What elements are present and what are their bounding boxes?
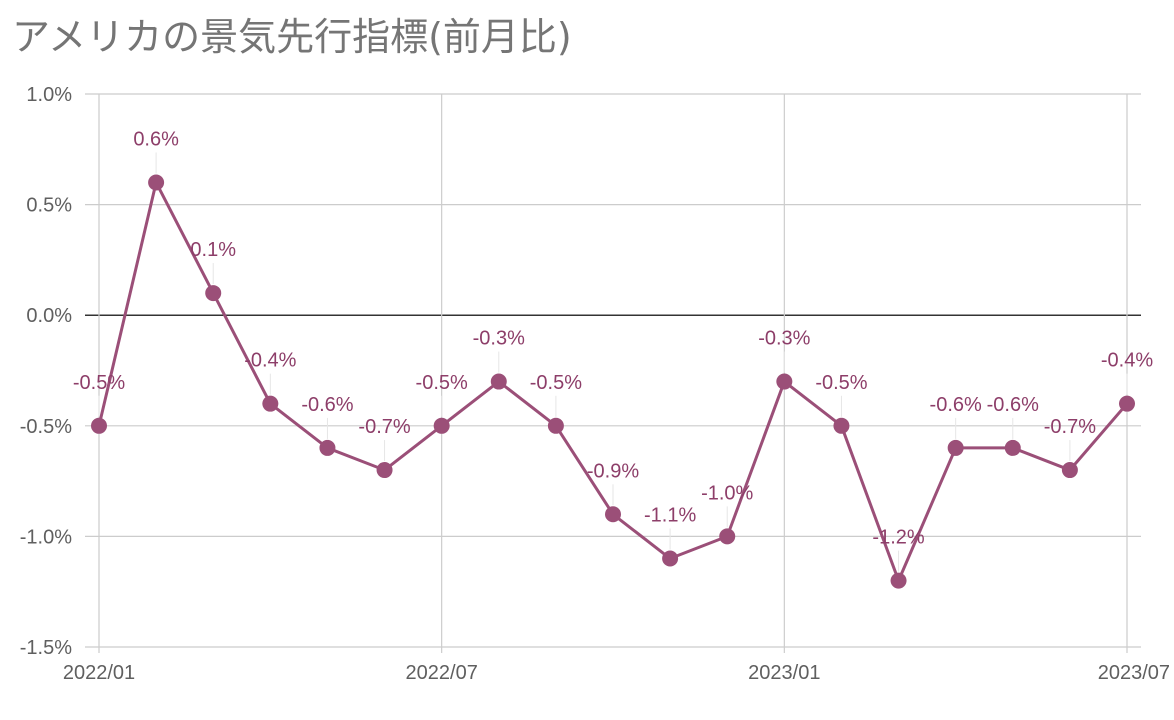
chart-title: アメリカの景気先行指標(前月比) [12, 15, 572, 59]
data-point [376, 462, 393, 479]
y-tick-label: -0.5% [20, 416, 72, 438]
data-point [1061, 462, 1078, 479]
data-label: -0.5% [815, 372, 867, 394]
x-tick-label: 2023/07 [1098, 662, 1170, 684]
data-point [890, 572, 907, 589]
data-point [1119, 395, 1135, 412]
data-point [719, 528, 736, 545]
y-tick-label: 0.0% [26, 305, 72, 327]
data-point [1004, 439, 1021, 456]
data-point [319, 439, 336, 456]
data-point [205, 285, 222, 302]
data-label: -0.6% [987, 394, 1039, 416]
data-point [833, 417, 850, 434]
data-point [148, 174, 165, 191]
data-label: -0.5% [530, 372, 582, 394]
data-label: 0.6% [133, 128, 179, 150]
data-label: -0.6% [301, 394, 353, 416]
data-label: -0.5% [73, 372, 125, 394]
data-point [91, 417, 107, 434]
data-point [662, 550, 679, 567]
data-point [947, 439, 964, 456]
data-point [262, 395, 279, 412]
y-tick-label: -1.0% [20, 526, 72, 548]
data-point [490, 373, 507, 390]
data-label: 0.1% [190, 239, 236, 261]
data-label: -0.7% [1044, 416, 1096, 438]
data-point [547, 417, 564, 434]
data-point [433, 417, 450, 434]
data-label: -0.4% [244, 350, 296, 372]
data-label: -0.3% [473, 328, 525, 350]
data-point [605, 506, 621, 523]
data-point [776, 373, 793, 390]
data-label: -0.5% [416, 372, 468, 394]
data-label: -1.1% [644, 505, 696, 527]
y-tick-label: 0.5% [26, 195, 72, 217]
y-tick-label: 1.0% [26, 84, 72, 106]
data-label: -0.7% [358, 416, 410, 438]
data-label: -1.2% [872, 527, 924, 549]
data-label: -1.0% [701, 482, 753, 504]
data-label: -0.9% [587, 460, 639, 482]
data-label: -0.3% [758, 328, 810, 350]
x-tick-label: 2022/01 [63, 662, 135, 684]
x-tick-label: 2023/01 [748, 662, 820, 684]
x-tick-label: 2022/07 [406, 662, 478, 684]
data-label: -0.6% [930, 394, 982, 416]
y-tick-label: -1.5% [20, 637, 72, 659]
data-label: -0.4% [1101, 350, 1153, 372]
